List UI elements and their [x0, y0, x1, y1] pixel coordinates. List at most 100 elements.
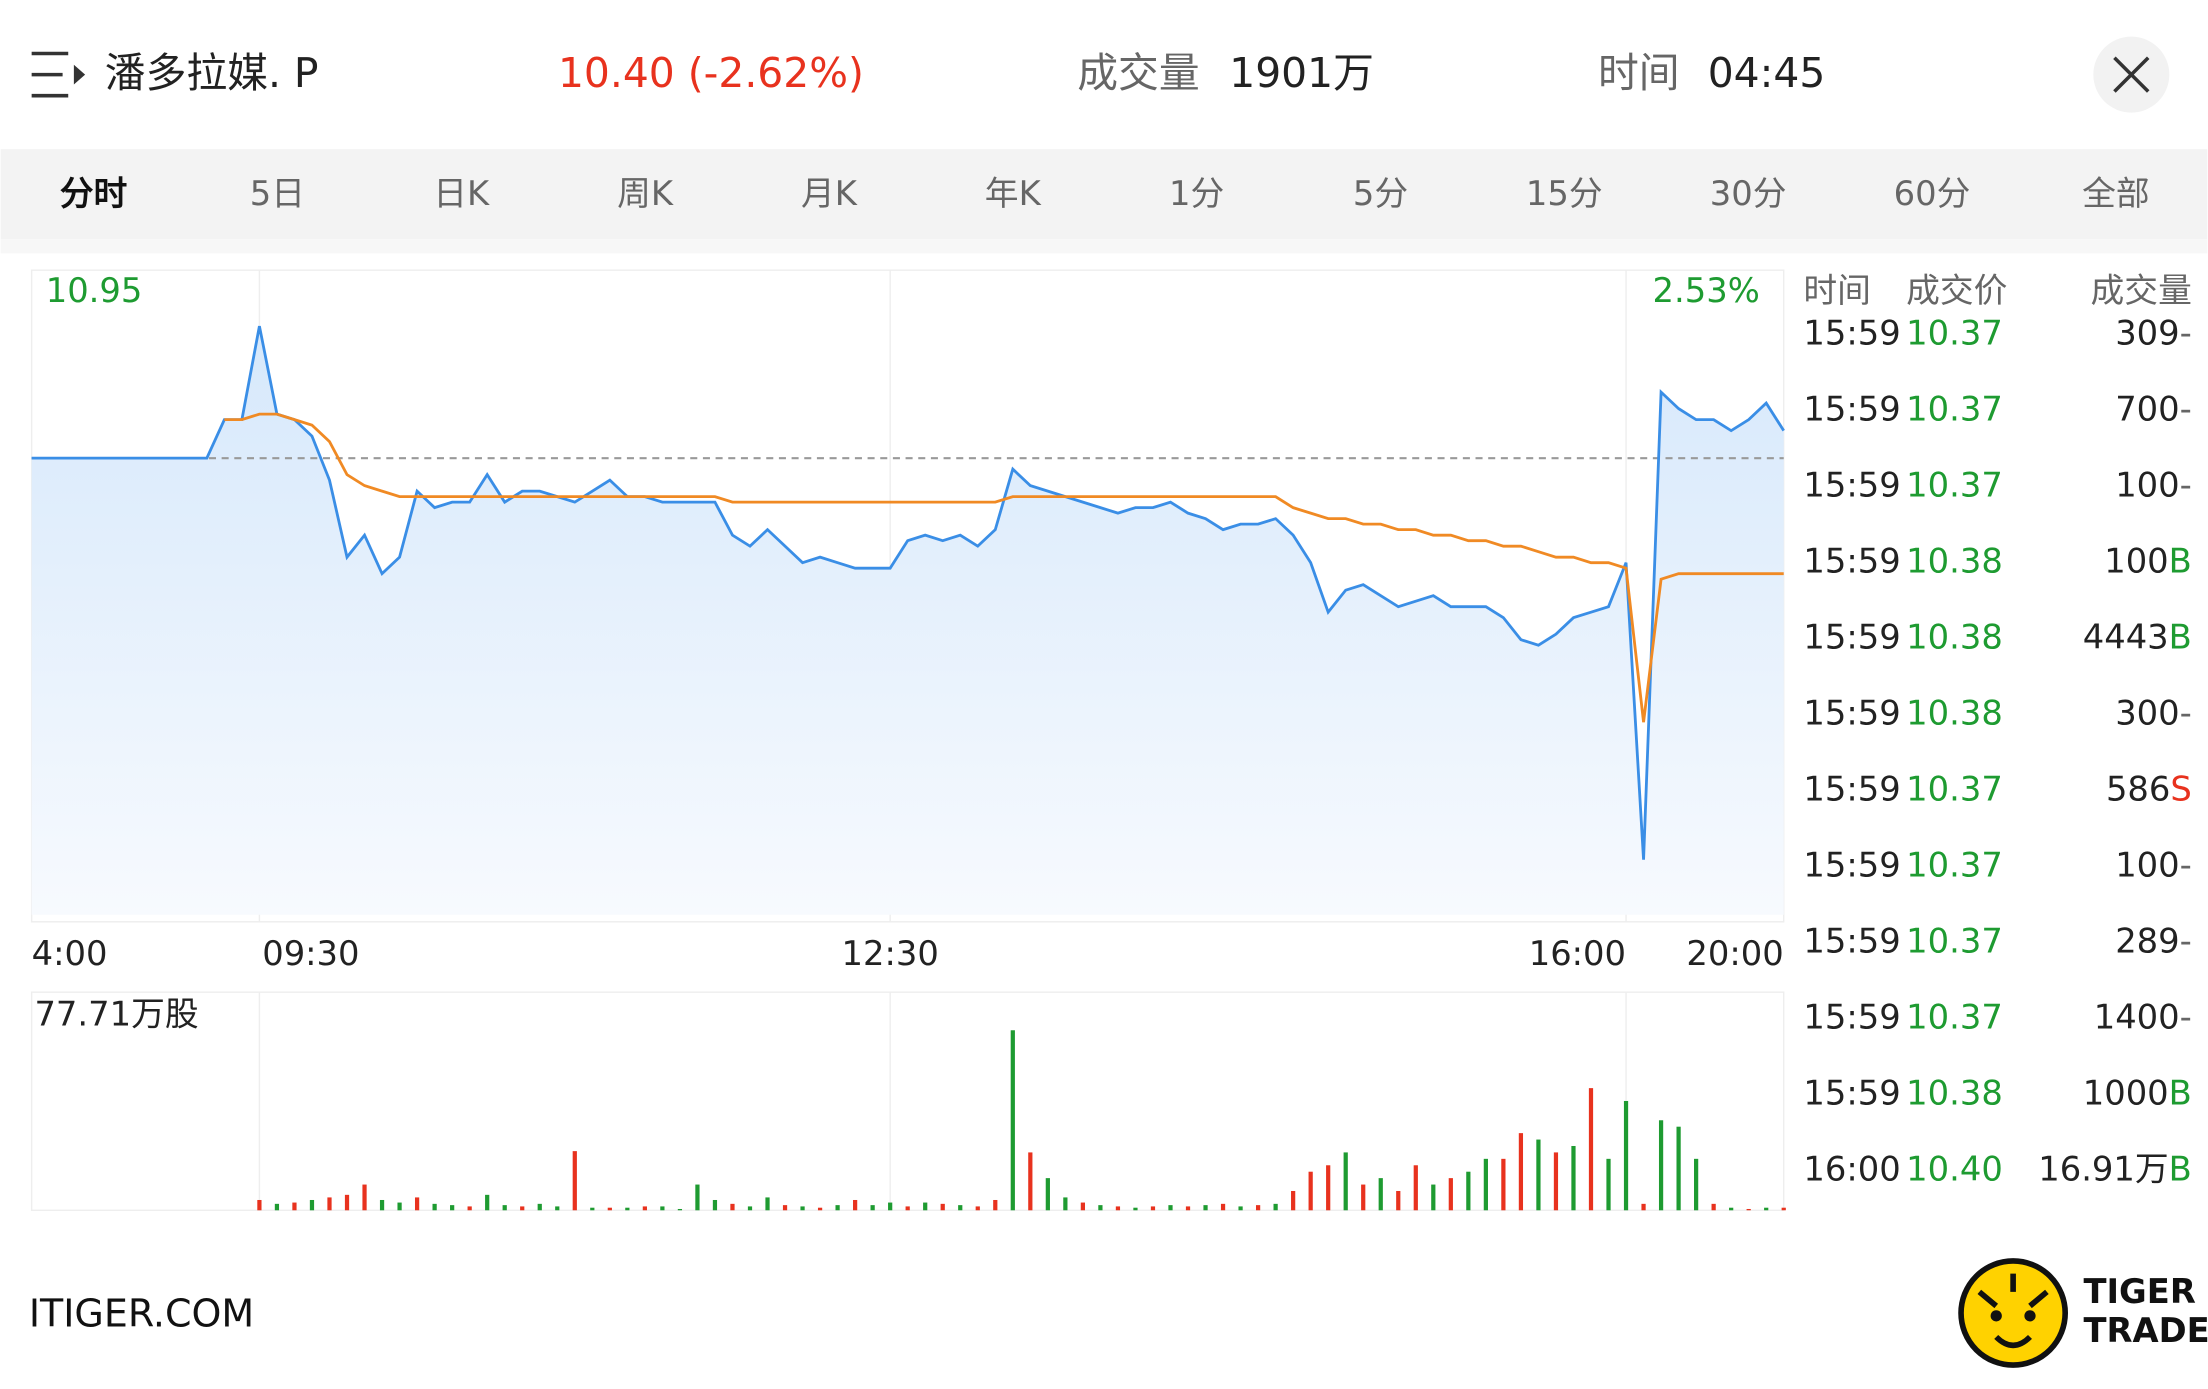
volume-bar [765, 1197, 770, 1211]
volume-bar [607, 1207, 612, 1211]
trade-volume: 700 [2115, 389, 2179, 428]
volume-bar [1326, 1165, 1331, 1211]
area-fill [31, 326, 1784, 915]
volume-bar [695, 1184, 700, 1211]
volume-bar [1588, 1088, 1594, 1211]
x-tick-label: 20:00 [1686, 934, 1783, 973]
tab[interactable]: 分时 [60, 174, 128, 213]
menu-icon[interactable] [31, 51, 86, 98]
x-tick-label: 16:00 [1529, 934, 1626, 973]
volume-bar [1431, 1184, 1436, 1211]
volume-bar [1291, 1190, 1296, 1211]
volume-bar [940, 1203, 945, 1211]
trade-price: 10.37 [1906, 769, 2003, 808]
volume-bar [537, 1203, 542, 1211]
volume-bar [1203, 1205, 1208, 1211]
tab[interactable]: 30分 [1710, 174, 1787, 213]
volume-bar [1150, 1206, 1156, 1211]
x-tick-label: 12:30 [842, 934, 939, 973]
trade-side: - [2180, 465, 2192, 504]
tab[interactable]: 日K [433, 174, 490, 213]
volume-bar [1676, 1126, 1681, 1211]
trade-volume: 1400 [2094, 997, 2180, 1036]
volume-bar [1466, 1171, 1471, 1211]
trade-volume: 586 [2106, 769, 2170, 808]
volume-bar [520, 1206, 525, 1211]
volume-bar [782, 1205, 788, 1211]
trade-side: B [2169, 541, 2192, 580]
x-tick-label: 4:00 [32, 934, 108, 973]
volume-bar [1045, 1178, 1050, 1211]
tab[interactable]: 60分 [1894, 174, 1971, 213]
trade-volume: 100 [2104, 541, 2168, 580]
trade-side: S [2170, 769, 2191, 808]
trade-volume: 16.91万 [2038, 1149, 2168, 1188]
trade-volume: 4443 [2083, 617, 2169, 656]
trade-volume: 1000 [2083, 1073, 2169, 1112]
volume-bar [993, 1199, 998, 1211]
volume-bar [1483, 1158, 1488, 1211]
volume-bar [1378, 1178, 1383, 1211]
volume-bar [1255, 1205, 1261, 1211]
price-line [224, 412, 1784, 723]
volume-bar [1623, 1100, 1629, 1211]
volume-bar [1220, 1203, 1226, 1211]
volume-bar [1028, 1152, 1033, 1211]
tab[interactable]: 全部 [2082, 174, 2150, 213]
trade-price: 10.38 [1906, 541, 2003, 580]
volume-bar [467, 1206, 472, 1211]
volume-bar [1553, 1152, 1559, 1211]
volume-bar [397, 1202, 402, 1211]
volume-bar [712, 1199, 718, 1211]
volume-bar [1781, 1207, 1786, 1211]
trade-volume: 100 [2115, 845, 2179, 884]
volume-bar [1308, 1171, 1313, 1211]
volume-bar [747, 1206, 753, 1211]
volume-bar [1571, 1145, 1576, 1211]
separator [0, 239, 2208, 254]
volume-bar [1010, 1030, 1015, 1211]
tab[interactable]: 5分 [1353, 174, 1408, 213]
volume-label: 成交量 [1077, 49, 1199, 97]
trade-time: 15:59 [1803, 693, 1900, 732]
volume-bar [800, 1206, 805, 1211]
trade-time: 15:59 [1803, 921, 1900, 960]
trade-side: - [2180, 389, 2192, 428]
volume-bar [309, 1199, 315, 1211]
volume-bar [625, 1207, 630, 1211]
volume-bar [1098, 1205, 1103, 1211]
close-button[interactable] [2093, 36, 2170, 113]
quote: 10.40 (-2.62%) [558, 49, 864, 97]
volume-bar [555, 1206, 560, 1211]
tab[interactable]: 年K [985, 174, 1042, 213]
trade-header: 成交价 [1906, 271, 2007, 310]
volume-bar [292, 1202, 297, 1211]
volume-bar [1536, 1139, 1541, 1211]
volume-bar [485, 1194, 490, 1211]
time-label: 时间 [1598, 49, 1680, 97]
trade-time: 15:59 [1803, 617, 1900, 656]
volume-bar [379, 1199, 385, 1211]
volume-bar [1396, 1190, 1401, 1211]
tab[interactable]: 月K [801, 174, 858, 213]
volume-bar [1448, 1178, 1453, 1211]
tab[interactable]: 1分 [1169, 174, 1224, 213]
trade-side: B [2169, 1073, 2192, 1112]
volume-bar [414, 1197, 420, 1211]
volume-bar [572, 1151, 577, 1211]
tab[interactable]: 周K [617, 174, 674, 213]
trade-time: 15:59 [1803, 313, 1900, 352]
tab[interactable]: 15分 [1526, 174, 1603, 213]
tab[interactable]: 5日 [250, 174, 305, 213]
trade-volume: 300 [2115, 693, 2179, 732]
trade-price: 10.40 [1906, 1149, 2003, 1188]
y2-tick-label: 2.53% [1653, 271, 1760, 310]
volume-bar [1361, 1184, 1366, 1211]
volume-bar [958, 1205, 963, 1211]
volume-bar [1641, 1203, 1646, 1211]
trade-side: B [2169, 1149, 2192, 1188]
trade-header: 成交量 [2091, 271, 2192, 310]
volume-bar [730, 1203, 735, 1211]
volume-max-label: 77.71万股 [34, 995, 198, 1034]
